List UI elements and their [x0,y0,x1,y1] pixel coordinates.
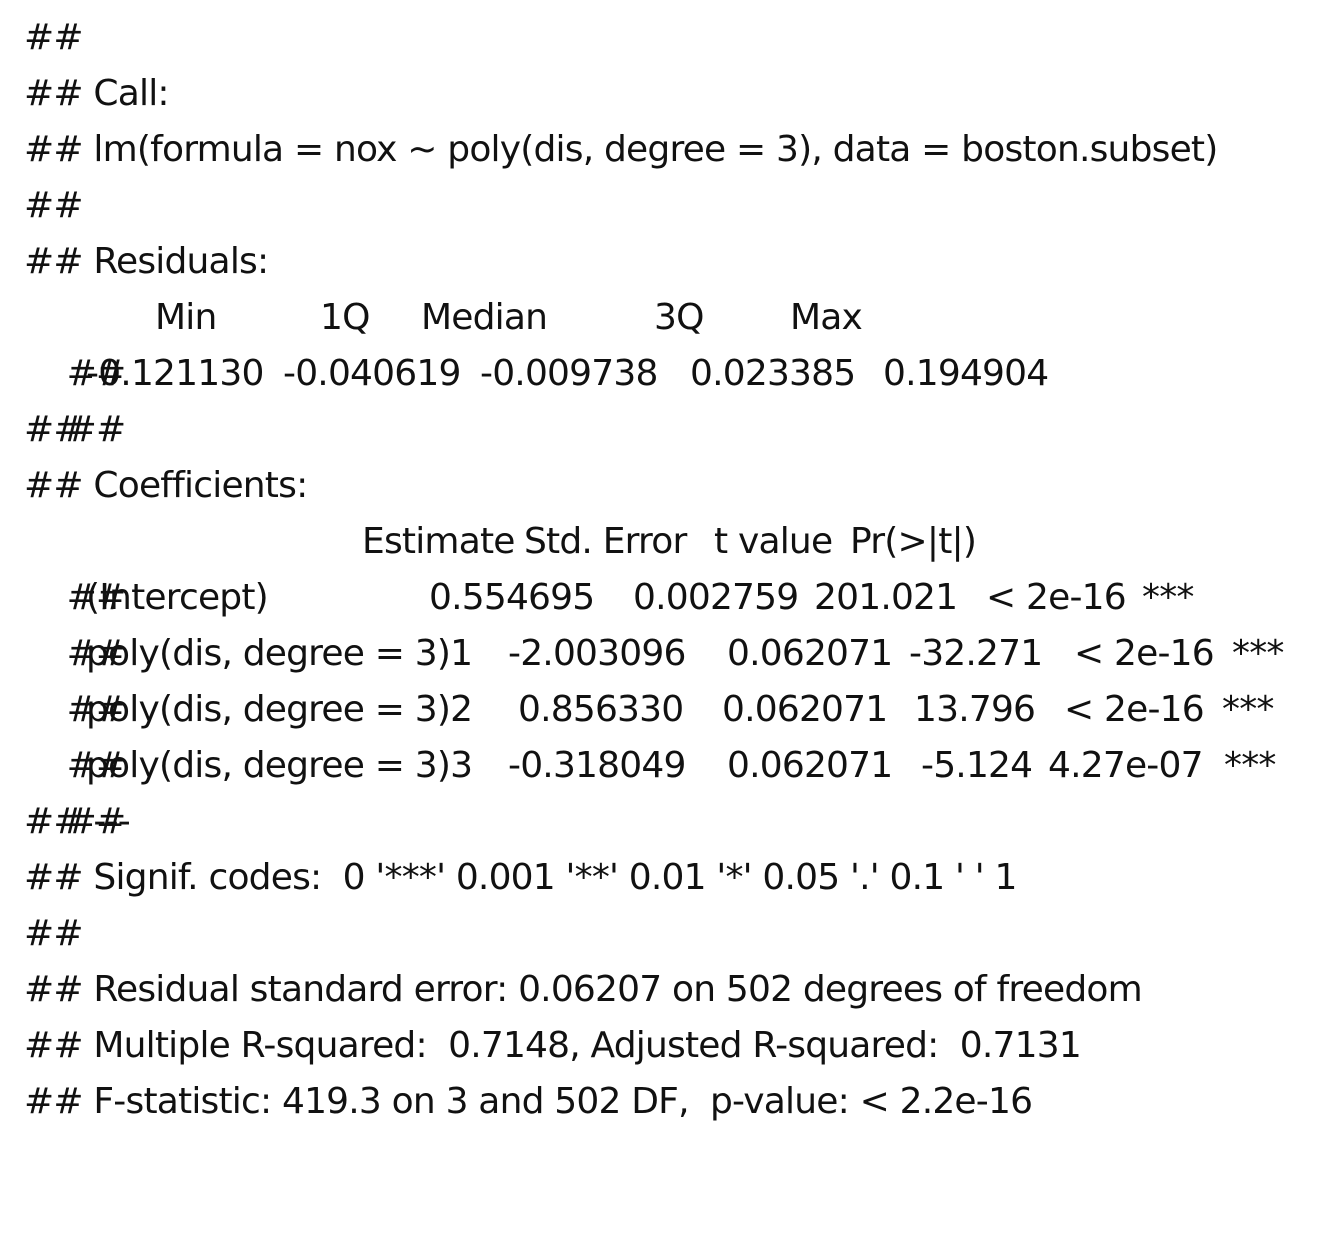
coef-p-value: < 2e-16 [1064,689,1205,730]
residuals-heading-line: ## Residuals: [24,234,269,290]
residuals-header-line: ## Min 1Q Median 3Q Max [24,290,1324,394]
residuals-label: Residuals: [93,241,269,282]
coefficients-heading-line: ## Coefficients: [24,458,308,514]
f-statistic-line: ## F-statistic: 419.3 on 3 and 502 DF, p… [24,1074,1033,1130]
blank-line: ## [24,402,84,458]
coef-estimate: 0.856330 [518,689,684,730]
coefficient-row: ## poly(dis, degree = 3)1 -2.003096 0.06… [24,626,1324,730]
comment-prefix: ## [24,17,84,58]
blank-line: ## [24,906,84,962]
comment-prefix: ## [66,745,127,786]
coef-std-error: 0.002759 [633,577,799,618]
regression-summary-output: ## ## Call: ## lm(formula = nox ~ poly(d… [24,0,1324,1139]
coef-signif-stars: *** [1232,633,1284,674]
coef-t-value: -5.124 [921,745,1033,786]
coefficient-row: ## poly(dis, degree = 3)3 -0.318049 0.06… [24,738,1324,842]
blank-line: ## [24,10,84,66]
residual-value-min: -0.121130 [86,353,264,394]
residuals-header-max: Max [790,297,863,338]
coef-p-value: < 2e-16 [1074,633,1215,674]
comment-prefix: ## [66,801,127,842]
comment-prefix: ## [24,857,84,898]
comment-prefix: ## [24,241,84,282]
coef-p-value: 4.27e-07 [1048,745,1204,786]
coef-t-value: 13.796 [914,689,1036,730]
residual-value-max: 0.194904 [883,353,1049,394]
coef-t-value: 201.021 [814,577,958,618]
comment-prefix: ## [24,185,84,226]
call-formula-line: ## lm(formula = nox ~ poly(dis, degree =… [24,122,1218,178]
comment-prefix: ## [66,633,127,674]
residuals-header-min: Min [155,297,217,338]
r-squared: Multiple R-squared: 0.7148, Adjusted R-s… [93,1025,1081,1066]
residual-se-line: ## Residual standard error: 0.06207 on 5… [24,962,1143,1018]
coef-header-t-value: t value [714,521,833,562]
separator: --- [93,801,130,842]
coef-t-value: -32.271 [909,633,1043,674]
coef-header-estimate: Estimate [362,521,515,562]
call-label: Call: [93,73,169,114]
r-squared-line: ## Multiple R-squared: 0.7148, Adjusted … [24,1018,1082,1074]
comment-prefix: ## [24,913,84,954]
residuals-values-line: ## -0.121130 -0.040619 -0.009738 0.02338… [24,346,1324,450]
coef-std-error: 0.062071 [727,633,893,674]
comment-prefix: ## [24,129,84,170]
coef-header-std-error: Std. Error [524,521,687,562]
comment-prefix: ## [66,409,127,450]
comment-prefix: ## [66,689,127,730]
comment-prefix: ## [24,73,84,114]
call-formula: lm(formula = nox ~ poly(dis, degree = 3)… [93,129,1218,170]
signif-codes: Signif. codes: 0 '***' 0.001 '**' 0.01 '… [93,857,1017,898]
residuals-header-median: Median [421,297,548,338]
coef-estimate: -2.003096 [508,633,686,674]
residuals-header-1q: 1Q [320,297,370,338]
coef-header-p-value: Pr(>|t|) [850,521,977,562]
coef-term: poly(dis, degree = 3)1 [86,633,473,674]
residual-value-median: -0.009738 [480,353,658,394]
coef-signif-stars: *** [1224,745,1276,786]
coef-estimate: -0.318049 [508,745,686,786]
comment-prefix: ## [24,1081,84,1122]
coefficients-header-line: ## Estimate Std. Error t value Pr(>|t|) [24,514,1324,618]
comment-prefix: ## [24,465,84,506]
coefficient-row: ## (Intercept) 0.554695 0.002759 201.021… [24,570,1324,674]
coef-std-error: 0.062071 [727,745,893,786]
coef-signif-stars: *** [1222,689,1274,730]
residual-value-1q: -0.040619 [283,353,461,394]
blank-line: ## [24,178,84,234]
coef-std-error: 0.062071 [722,689,888,730]
comment-prefix: ## [66,577,127,618]
comment-prefix: ## [24,1025,84,1066]
coef-term: poly(dis, degree = 3)2 [86,689,473,730]
signif-codes-line: ## Signif. codes: 0 '***' 0.001 '**' 0.0… [24,850,1017,906]
comment-prefix: ## [66,353,127,394]
coefficients-label: Coefficients: [93,465,308,506]
comment-prefix: ## [24,969,84,1010]
comment-prefix: ## [24,409,84,450]
coef-term: poly(dis, degree = 3)3 [86,745,473,786]
f-statistic: F-statistic: 419.3 on 3 and 502 DF, p-va… [93,1081,1033,1122]
comment-prefix: ## [24,801,84,842]
call-heading-line: ## Call: [24,66,170,122]
coef-p-value: < 2e-16 [986,577,1127,618]
coef-estimate: 0.554695 [429,577,595,618]
residuals-header-3q: 3Q [654,297,704,338]
residual-standard-error: Residual standard error: 0.06207 on 502 … [93,969,1142,1010]
coefficient-row: ## poly(dis, degree = 3)2 0.856330 0.062… [24,682,1324,786]
coef-signif-stars: *** [1142,577,1194,618]
residual-value-3q: 0.023385 [690,353,856,394]
coef-term: (Intercept) [86,577,269,618]
separator-line: ## --- [24,794,131,850]
